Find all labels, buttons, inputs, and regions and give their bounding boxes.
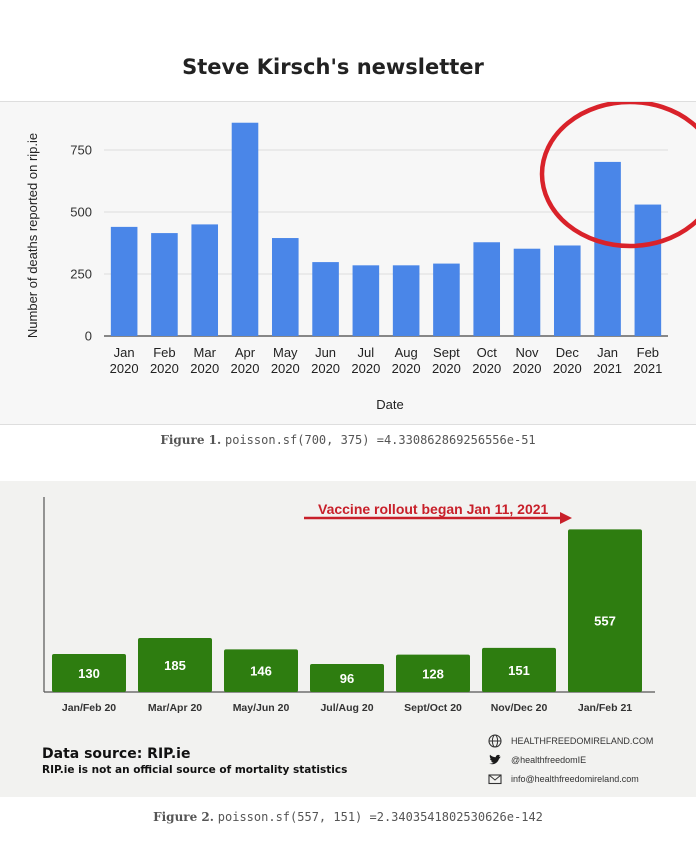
figure-1-caption-label: Figure 1. — [160, 433, 222, 447]
figure-2-caption: Figure 2. poisson.sf(557, 151) =2.340354… — [0, 810, 696, 824]
data-source-block: Data source: RIP.ie RIP.ie is not an off… — [42, 746, 347, 776]
globe-icon — [488, 733, 502, 748]
contact-twitter: @healthfreedomIE — [488, 750, 653, 769]
bar — [396, 654, 470, 692]
bar — [433, 263, 460, 336]
y-tick-label: 250 — [70, 267, 92, 282]
contact-website: HEALTHFREEDOMIRELAND.COM — [488, 731, 653, 750]
x-tick-label: 2020 — [392, 361, 421, 376]
bar — [52, 654, 126, 692]
figure-1-caption: Figure 1. poisson.sf(700, 375) =4.330862… — [0, 433, 696, 447]
data-source-disclaimer: RIP.ie is not an official source of mort… — [42, 764, 348, 776]
bar — [138, 637, 212, 692]
x-tick-label: Sept/Oct 20 — [404, 702, 462, 714]
y-tick-label: 0 — [85, 329, 92, 344]
x-tick-label: Oct — [477, 345, 498, 360]
x-tick-label: Nov — [515, 345, 539, 360]
x-tick-label: 2020 — [311, 361, 340, 376]
y-tick-label: 500 — [70, 205, 92, 220]
contact-email-text: info@healthfreedomireland.com — [511, 773, 639, 784]
x-tick-label: 2020 — [513, 361, 542, 376]
annotation-arrowhead — [560, 512, 572, 524]
mail-icon — [488, 773, 502, 784]
x-tick-label: Nov/Dec 20 — [491, 702, 548, 714]
bar — [312, 262, 339, 336]
x-tick-label: Jun — [315, 345, 336, 360]
y-axis-title: Number of deaths reported on rip.ie — [25, 133, 40, 338]
x-tick-label: Apr — [235, 345, 256, 360]
bar — [553, 245, 581, 336]
x-tick-label: May/Jun 20 — [233, 702, 290, 714]
data-label: 185 — [164, 658, 186, 673]
contact-block: HEALTHFREEDOMIRELAND.COM @healthfreedomI… — [488, 731, 653, 788]
x-tick-label: 2020 — [553, 361, 582, 376]
x-tick-label: 2021 — [633, 361, 662, 376]
bimonthly-deaths-bar-chart: 130 Jan/Feb 20 185 Mar/Apr 20 146 May/Jun 20 9… — [43, 497, 655, 714]
x-tick-label: Dec — [556, 345, 580, 360]
x-tick-label: Jan — [597, 345, 618, 360]
bar — [392, 265, 420, 336]
x-tick-label: 2020 — [472, 361, 501, 376]
data-source-label: Data source: RIP.ie — [42, 746, 191, 762]
data-label: 130 — [78, 666, 100, 681]
highlight-circle — [539, 102, 696, 249]
data-label: 151 — [508, 663, 530, 678]
bar — [310, 663, 384, 692]
bar — [110, 226, 138, 336]
contact-email: info@healthfreedomireland.com — [488, 769, 653, 788]
figure-2-caption-label: Figure 2. — [153, 810, 214, 824]
bar — [513, 248, 541, 336]
page-title: Steve Kirsch's newsletter — [182, 55, 484, 79]
x-tick-label: May — [273, 345, 298, 360]
figure-2-chart: 130 Jan/Feb 20 185 Mar/Apr 20 146 May/Jun 20 9… — [0, 481, 696, 797]
bar — [568, 529, 642, 692]
x-tick-label: Feb — [153, 345, 175, 360]
x-tick-label: Feb — [637, 345, 659, 360]
data-label: 557 — [594, 613, 616, 628]
x-tick-label: Jan/Feb 20 — [62, 702, 116, 714]
x-tick-label: Aug — [395, 345, 418, 360]
x-tick-label: Jul/Aug 20 — [320, 702, 373, 714]
y-tick-label: 750 — [70, 143, 92, 158]
twitter-icon — [489, 754, 501, 764]
x-tick-label: Mar/Apr 20 — [148, 702, 202, 714]
data-label: 146 — [250, 664, 272, 679]
bar — [594, 161, 621, 336]
data-label: 96 — [340, 671, 354, 686]
x-tick-label: 2020 — [190, 361, 219, 376]
bar — [634, 204, 662, 336]
figure-1-chart: 0 250 500 750 Jan 2020 Feb 2020 Mar 2020 Apr 2020 Ma… — [0, 101, 696, 425]
x-tick-label: 2020 — [110, 361, 139, 376]
figure-1-caption-text: poisson.sf(700, 375) =4.330862869256556e… — [225, 433, 536, 447]
data-label: 128 — [422, 666, 444, 681]
contact-website-text: HEALTHFREEDOMIRELAND.COM — [511, 735, 654, 746]
bar — [352, 265, 380, 336]
x-tick-label: 2020 — [231, 361, 260, 376]
x-axis-title: Date — [376, 397, 403, 412]
bar — [482, 647, 556, 692]
x-tick-label: Jan — [114, 345, 135, 360]
figure-2-caption-text: poisson.sf(557, 151) =2.3403541802530626… — [217, 810, 543, 824]
bar — [191, 224, 219, 336]
x-tick-label: Mar — [194, 345, 217, 360]
x-tick-label: Jul — [358, 345, 375, 360]
bar — [151, 233, 178, 336]
x-tick-label: Jan/Feb 21 — [578, 702, 632, 714]
annotation-text: Vaccine rollout began Jan 11, 2021 — [318, 501, 549, 517]
bar — [271, 238, 299, 336]
x-tick-label: Sept — [433, 345, 460, 360]
x-tick-label: 2020 — [351, 361, 380, 376]
contact-twitter-text: @healthfreedomIE — [511, 754, 587, 765]
bar — [231, 122, 259, 336]
x-tick-label: 2021 — [593, 361, 622, 376]
x-tick-label: 2020 — [150, 361, 179, 376]
x-tick-label: 2020 — [271, 361, 300, 376]
bar — [224, 649, 298, 692]
x-tick-label: 2020 — [432, 361, 461, 376]
monthly-deaths-bar-chart: 0250500750Jan2020Feb2020Mar2020Apr2020Ma… — [25, 102, 696, 412]
bar — [473, 242, 501, 336]
